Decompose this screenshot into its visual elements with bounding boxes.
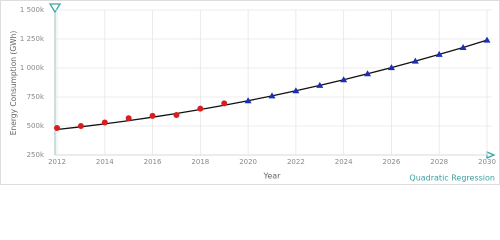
triangle-point — [268, 92, 276, 99]
circle-point — [149, 112, 156, 119]
annotation[interactable]: Quadratic Regression — [409, 174, 495, 183]
y-tick-label: 1 250k — [20, 35, 45, 43]
circle-point — [221, 100, 228, 107]
triangle-point — [244, 97, 252, 104]
circle-point — [101, 119, 108, 126]
x-tick-label: 2028 — [430, 158, 448, 166]
chart: Energy Consumption (GWh) Year Quadratic … — [0, 0, 500, 185]
y-tick-label: 500k — [27, 122, 45, 130]
y-handle[interactable] — [48, 3, 62, 14]
triangle-point — [340, 76, 348, 83]
circle-point — [197, 105, 204, 112]
y-tick-label: 1 000k — [20, 64, 45, 72]
x-tick-label: 2012 — [48, 158, 66, 166]
circle-point — [173, 111, 180, 118]
x-tick-label: 2026 — [383, 158, 401, 166]
x-tick-label: 2030 — [478, 158, 496, 166]
triangle-point — [316, 81, 324, 88]
triangle-point — [364, 70, 372, 77]
frame — [0, 0, 500, 185]
x-tick-label: 2014 — [96, 158, 114, 166]
x-tick-label: 2016 — [144, 158, 162, 166]
triangle-point — [459, 43, 467, 50]
y-axis-label: Energy Consumption (GWh) — [9, 31, 18, 136]
x-tick-label: 2022 — [287, 158, 305, 166]
circle-point — [77, 123, 84, 129]
x-axis-label: Year — [263, 172, 282, 181]
y-tick-label: 250k — [27, 151, 45, 159]
y-tick-label: 750k — [27, 93, 45, 101]
circle-point — [54, 124, 60, 131]
triangle-point — [387, 64, 395, 71]
x-tick-label: 2018 — [191, 158, 209, 166]
triangle-point — [483, 36, 491, 43]
triangle-point — [411, 57, 419, 64]
circle-point — [125, 115, 132, 122]
x-tick-label: 2020 — [239, 158, 257, 166]
triangle-point — [292, 87, 300, 94]
x-tick-label: 2024 — [335, 158, 353, 166]
y-tick-label: 1 500k — [20, 6, 45, 14]
triangle-point — [435, 50, 443, 57]
